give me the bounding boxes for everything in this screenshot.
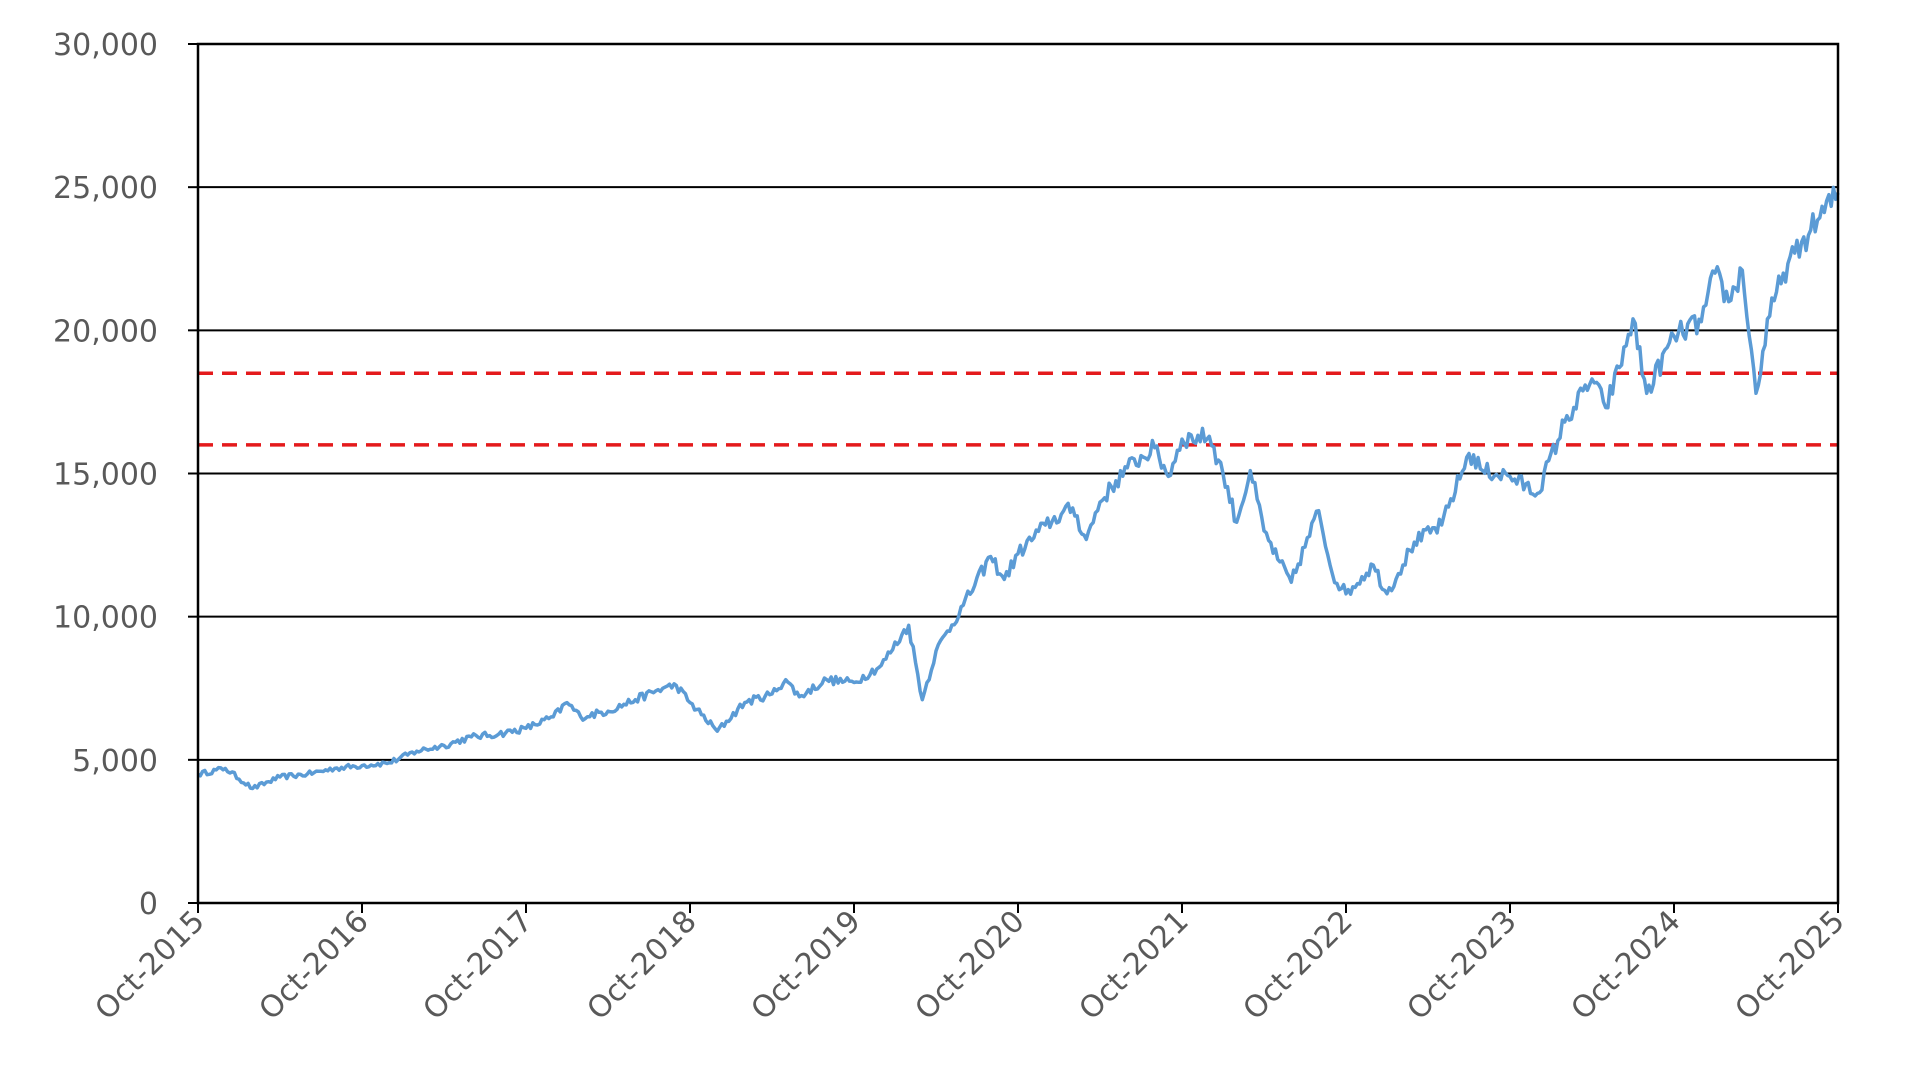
y-tick-label: 0: [139, 887, 158, 922]
gridlines: [198, 43, 1838, 761]
axes: [188, 42, 1840, 913]
y-tick-label: 5,000: [72, 744, 158, 779]
series-layer: [196, 185, 1840, 791]
y-tick-labels: 0 5,000 10,000 15,000 20,000 25,000 30,000: [53, 28, 158, 922]
x-tick-label: Oct-2018: [581, 904, 704, 1027]
x-tick-label: Oct-2022: [1237, 904, 1360, 1027]
x-tick-label: Oct-2016: [253, 904, 376, 1027]
x-tick-label: Oct-2020: [909, 904, 1032, 1027]
y-tick-label: 20,000: [53, 314, 158, 349]
y-tick-label: 15,000: [53, 458, 158, 493]
series-line: [196, 185, 1840, 791]
x-tick-label: Oct-2023: [1401, 904, 1524, 1027]
reference-lines: [198, 371, 1838, 447]
x-tick-label: Oct-2021: [1073, 904, 1196, 1027]
y-tick-label: 10,000: [53, 601, 158, 636]
x-tick-label: Oct-2019: [745, 904, 868, 1027]
x-tick-label: Oct-2024: [1565, 904, 1688, 1027]
y-tick-label: 30,000: [53, 28, 158, 63]
y-tick-label: 25,000: [53, 171, 158, 206]
x-tick-label: Oct-2017: [417, 904, 540, 1027]
x-tick-label: Oct-2015: [89, 904, 212, 1027]
x-tick-label: Oct-2025: [1729, 904, 1852, 1027]
x-tick-labels: Oct-2015 Oct-2016 Oct-2017 Oct-2018 Oct-2019…: [89, 904, 1852, 1027]
